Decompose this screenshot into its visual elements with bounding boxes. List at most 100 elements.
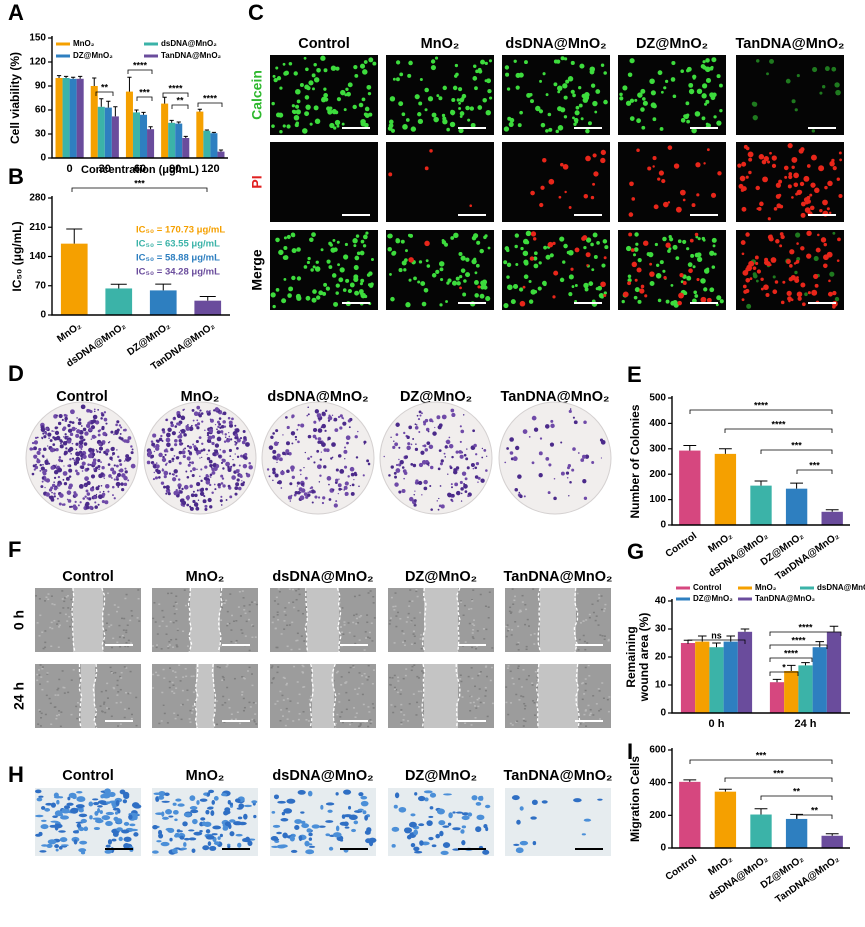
colony bbox=[59, 460, 61, 463]
cell-dot bbox=[387, 126, 393, 131]
cell-dot bbox=[328, 106, 333, 111]
colony bbox=[171, 477, 177, 482]
cell-dot bbox=[601, 263, 606, 268]
y-tick-label: 10 bbox=[655, 680, 667, 691]
colony bbox=[335, 500, 338, 503]
texture bbox=[529, 634, 532, 636]
cell-dot bbox=[628, 212, 634, 217]
cell-dot bbox=[583, 194, 589, 199]
cell-dot bbox=[596, 241, 600, 245]
cell-dot bbox=[741, 161, 747, 167]
colony bbox=[297, 440, 300, 444]
wound-gap bbox=[424, 588, 458, 652]
colony bbox=[451, 455, 454, 459]
migrated-cell bbox=[58, 796, 64, 799]
texture bbox=[130, 717, 133, 720]
error-bar bbox=[134, 109, 139, 113]
bar bbox=[217, 151, 225, 158]
texture bbox=[174, 671, 177, 673]
colony bbox=[179, 490, 183, 494]
cell-dot bbox=[461, 93, 467, 99]
bar bbox=[812, 647, 827, 713]
texture bbox=[291, 621, 294, 624]
colony bbox=[93, 467, 96, 471]
texture bbox=[189, 709, 192, 712]
texture bbox=[606, 698, 609, 701]
bar bbox=[149, 290, 177, 315]
colony bbox=[85, 489, 89, 493]
colony bbox=[107, 441, 110, 444]
cell-dot bbox=[671, 60, 676, 66]
colony bbox=[539, 437, 543, 440]
colony bbox=[390, 436, 392, 438]
colony bbox=[299, 469, 302, 472]
texture bbox=[607, 639, 610, 642]
texture bbox=[370, 622, 373, 624]
y-tick-label: 0 bbox=[660, 520, 666, 531]
colony bbox=[567, 466, 570, 470]
cell-dot bbox=[515, 85, 520, 90]
texture bbox=[410, 669, 413, 672]
cell-dot bbox=[634, 98, 638, 102]
cell-dot bbox=[372, 61, 377, 66]
colony bbox=[413, 503, 417, 507]
migrated-cell bbox=[39, 850, 47, 853]
bar bbox=[125, 91, 133, 158]
column-header: MnO₂ bbox=[421, 36, 460, 52]
cell-dot bbox=[829, 271, 835, 277]
cell-dot bbox=[524, 60, 528, 65]
colony bbox=[82, 454, 87, 459]
cell-dot bbox=[407, 73, 412, 78]
cell-dot bbox=[395, 77, 400, 82]
migrated-cell bbox=[38, 795, 44, 798]
cell-dot bbox=[286, 234, 291, 239]
colony bbox=[407, 442, 411, 446]
texture bbox=[234, 641, 237, 644]
cell-dot bbox=[333, 126, 337, 130]
colony bbox=[153, 445, 156, 448]
cell-dot bbox=[479, 293, 485, 299]
colony bbox=[472, 429, 475, 433]
texture bbox=[521, 601, 524, 603]
significance-label: *** bbox=[139, 87, 150, 97]
texture bbox=[231, 614, 234, 617]
texture bbox=[39, 710, 42, 713]
texture bbox=[248, 701, 251, 704]
migrated-cell bbox=[341, 814, 346, 819]
texture bbox=[110, 715, 113, 718]
texture bbox=[236, 711, 239, 714]
colony bbox=[485, 455, 488, 457]
migrated-cell bbox=[271, 811, 276, 814]
texture bbox=[468, 608, 471, 610]
texture bbox=[182, 630, 185, 633]
texture bbox=[358, 639, 361, 641]
cell-dot bbox=[719, 83, 723, 88]
colony bbox=[86, 467, 90, 471]
texture bbox=[422, 599, 425, 601]
migrated-cell bbox=[273, 838, 280, 841]
colony bbox=[98, 473, 103, 479]
migrated-cell bbox=[56, 799, 60, 805]
colony bbox=[163, 475, 167, 479]
cell-dot bbox=[637, 258, 642, 263]
texture bbox=[61, 590, 64, 592]
colony bbox=[42, 432, 45, 435]
texture bbox=[116, 679, 119, 682]
cell-dot bbox=[459, 286, 462, 290]
cell-dot bbox=[595, 89, 601, 94]
texture bbox=[389, 619, 392, 622]
cell-dot bbox=[631, 197, 636, 201]
colony bbox=[150, 454, 155, 458]
wound-edge bbox=[92, 663, 98, 729]
colony bbox=[310, 486, 314, 489]
texture bbox=[584, 710, 587, 712]
texture bbox=[338, 596, 341, 598]
cell-dot bbox=[438, 261, 445, 267]
texture bbox=[99, 705, 102, 707]
colony bbox=[209, 483, 212, 487]
texture bbox=[353, 614, 356, 617]
colony bbox=[85, 505, 90, 510]
texture bbox=[599, 634, 602, 636]
colony bbox=[413, 499, 417, 503]
